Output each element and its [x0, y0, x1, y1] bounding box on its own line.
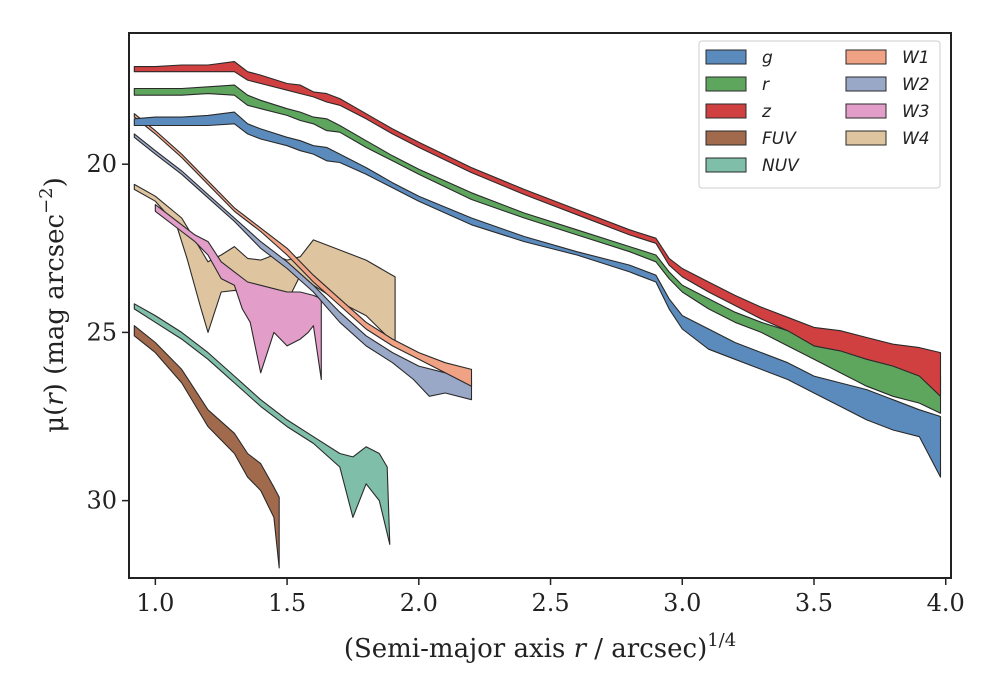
legend-swatch-z — [705, 103, 747, 119]
band-nuv — [133, 303, 391, 545]
band-g — [133, 111, 942, 478]
legend-label-r: r — [762, 75, 770, 95]
legend-label-w4: W4 — [902, 129, 930, 149]
legend-label-w2: W2 — [902, 75, 930, 95]
x-tick-label: 3.0 — [663, 589, 701, 617]
legend-swatch-nuv — [705, 157, 747, 173]
legend-swatch-g — [705, 49, 747, 65]
band-w2 — [133, 133, 473, 401]
band-z — [133, 61, 942, 397]
y-axis-ticks: 20 25 30 — [86, 150, 129, 515]
x-tick-label: 4.0 — [927, 589, 965, 617]
legend-swatch-w4 — [845, 130, 887, 146]
x-tick-label: 2.0 — [400, 589, 438, 617]
legend-swatch-w3 — [845, 103, 887, 119]
y-tick-label: 20 — [86, 150, 117, 178]
legend-swatch-fuv — [705, 130, 747, 146]
legend-swatch-r — [705, 76, 747, 92]
legend-swatch-w1 — [845, 49, 887, 65]
legend-swatch-w2 — [845, 76, 887, 92]
y-tick-label: 25 — [86, 318, 117, 346]
surface-brightness-bands — [133, 61, 942, 569]
band-w3 — [154, 204, 322, 381]
x-tick-label: 1.0 — [136, 589, 174, 617]
x-tick-label: 2.5 — [531, 589, 569, 617]
x-tick-label: 1.5 — [268, 589, 306, 617]
x-axis-title: (Semi-major axis r / arcsec)1/4 — [344, 630, 736, 664]
x-tick-label: 3.5 — [795, 589, 833, 617]
legend-label-fuv: FUV — [762, 129, 797, 149]
legend-label-w1: W1 — [902, 48, 930, 68]
legend-label-g: g — [762, 48, 773, 68]
legend-label-nuv: NUV — [762, 156, 800, 176]
y-tick-label: 30 — [86, 487, 117, 515]
x-axis-ticks: 1.0 1.5 2.0 2.5 3.0 3.5 4.0 — [136, 578, 965, 617]
legend-label-z: z — [761, 102, 772, 122]
legend-label-w3: W3 — [902, 102, 930, 122]
band-w1 — [133, 113, 473, 387]
band-r — [133, 84, 942, 414]
legend: grz FUV NUV W1 W2 W3 W4 — [698, 40, 941, 189]
y-axis-title: μ(r) (mag arcsec−2) — [36, 177, 70, 433]
plot-frame — [128, 32, 952, 579]
band-fuv — [133, 325, 280, 569]
